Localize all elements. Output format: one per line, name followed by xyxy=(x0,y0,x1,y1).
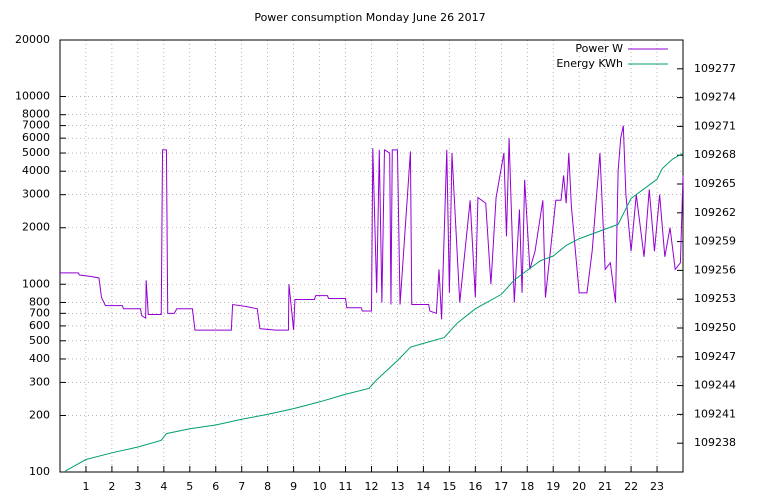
x-tick-label: 15 xyxy=(442,480,456,493)
x-tick-label: 8 xyxy=(264,480,271,493)
y-tick-label: 700 xyxy=(29,306,50,319)
y-tick-label: 8000 xyxy=(22,108,50,121)
x-tick-label: 22 xyxy=(624,480,638,493)
y2-tick-label: 109253 xyxy=(694,292,736,305)
x-tick-label: 20 xyxy=(572,480,586,493)
y-tick-label: 100 xyxy=(29,465,50,478)
x-tick-label: 10 xyxy=(313,480,327,493)
y2-tick-label: 109238 xyxy=(694,436,736,449)
y-tick-label: 400 xyxy=(29,352,50,365)
y2-tick-label: 109271 xyxy=(694,119,736,132)
chart-title: Power consumption Monday June 26 2017 xyxy=(254,11,485,24)
series-line xyxy=(60,125,684,331)
series-line xyxy=(64,152,684,472)
y-tick-label: 1000 xyxy=(22,277,50,290)
x-tick-label: 1 xyxy=(82,480,89,493)
x-tick-label: 7 xyxy=(238,480,245,493)
x-tick-label: 2 xyxy=(108,480,115,493)
y-tick-label: 6000 xyxy=(22,131,50,144)
x-tick-label: 4 xyxy=(160,480,167,493)
y-tick-label: 800 xyxy=(29,295,50,308)
y-tick-label: 20000 xyxy=(15,33,50,46)
y2-tick-label: 109262 xyxy=(694,206,736,219)
x-tick-label: 18 xyxy=(520,480,534,493)
x-tick-label: 9 xyxy=(290,480,297,493)
y-tick-label: 10000 xyxy=(15,90,50,103)
y-tick-label: 200 xyxy=(29,408,50,421)
x-tick-label: 11 xyxy=(339,480,353,493)
y2-tick-label: 109265 xyxy=(694,177,736,190)
x-tick-label: 14 xyxy=(416,480,430,493)
y2-tick-label: 109250 xyxy=(694,321,736,334)
y-tick-label: 300 xyxy=(29,375,50,388)
x-tick-label: 16 xyxy=(468,480,482,493)
y2-tick-label: 109277 xyxy=(694,62,736,75)
y2-tick-label: 109268 xyxy=(694,148,736,161)
y-tick-label: 4000 xyxy=(22,164,50,177)
legend-label: Energy KWh xyxy=(556,57,623,70)
x-tick-label: 19 xyxy=(546,480,560,493)
y-tick-label: 3000 xyxy=(22,188,50,201)
x-tick-label: 21 xyxy=(598,480,612,493)
legend-label: Power W xyxy=(575,42,623,55)
x-tick-label: 12 xyxy=(365,480,379,493)
y2-tick-label: 109241 xyxy=(694,407,736,420)
y-tick-label: 2000 xyxy=(22,221,50,234)
y2-tick-label: 109274 xyxy=(694,91,736,104)
x-tick-label: 23 xyxy=(650,480,664,493)
y-tick-label: 600 xyxy=(29,319,50,332)
y-tick-label: 5000 xyxy=(22,146,50,159)
x-tick-label: 5 xyxy=(186,480,193,493)
x-tick-label: 3 xyxy=(134,480,141,493)
y2-tick-label: 109247 xyxy=(694,350,736,363)
y-tick-label: 500 xyxy=(29,334,50,347)
y2-tick-label: 109259 xyxy=(694,235,736,248)
x-tick-label: 6 xyxy=(212,480,219,493)
y2-tick-label: 109256 xyxy=(694,263,736,276)
x-tick-label: 13 xyxy=(390,480,404,493)
y-tick-label: 7000 xyxy=(22,119,50,132)
x-tick-label: 17 xyxy=(494,480,508,493)
plot-frame xyxy=(59,39,684,473)
y2-tick-label: 109244 xyxy=(694,379,736,392)
